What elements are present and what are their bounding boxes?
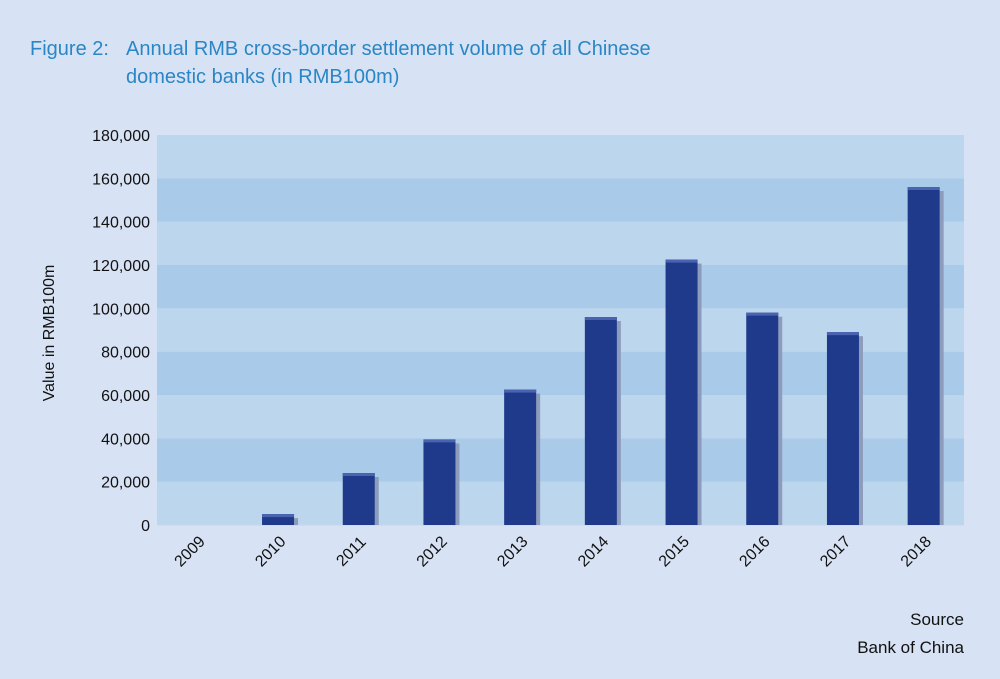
- x-tick-label: 2016: [736, 533, 773, 570]
- source-text: Bank of China: [857, 638, 964, 657]
- y-axis-title: Value in RMB100m: [41, 265, 58, 402]
- grid-band: [157, 221, 964, 265]
- y-tick-label: 140,000: [92, 215, 150, 232]
- x-tick-label: 2015: [656, 533, 693, 570]
- y-tick-label: 80,000: [101, 345, 150, 362]
- bar: [423, 439, 456, 525]
- x-tick-label: 2010: [252, 533, 289, 570]
- y-tick-label: 180,000: [92, 128, 150, 145]
- y-tick-label: 20,000: [101, 475, 150, 492]
- y-tick-label: 120,000: [92, 258, 150, 275]
- x-tick-label: 2012: [414, 533, 451, 570]
- bar: [907, 187, 940, 525]
- x-tick-label: 2011: [333, 534, 369, 570]
- grid-band: [157, 135, 964, 179]
- x-tick-label: 2009: [172, 533, 209, 570]
- bar: [665, 259, 698, 525]
- chart-title: Annual RMB cross-border settlement volum…: [126, 38, 651, 88]
- bar: [746, 312, 779, 525]
- bar-top: [665, 259, 698, 263]
- y-tick-label: 40,000: [101, 431, 150, 448]
- y-tick-label: 160,000: [92, 171, 150, 188]
- bar-series: [262, 187, 944, 525]
- bar: [342, 473, 375, 525]
- bar-top: [907, 187, 940, 190]
- bar-top: [746, 312, 779, 316]
- x-tick-label: 2018: [898, 533, 935, 570]
- bar-top: [342, 473, 375, 476]
- y-axis-ticks: 0 20,000 40,000 60,000 80,000 100,000 120,000 1…: [92, 128, 150, 535]
- source-note: Source Bank of China: [857, 606, 964, 662]
- bar: [826, 332, 859, 525]
- bar-top: [262, 514, 295, 518]
- x-tick-label: 2017: [817, 533, 854, 570]
- y-tick-label: 100,000: [92, 301, 150, 318]
- bar-top: [584, 317, 617, 320]
- y-tick-label: 60,000: [101, 388, 150, 405]
- bar-top: [423, 439, 456, 443]
- bar-top: [826, 332, 859, 336]
- bar-top: [504, 389, 537, 393]
- y-tick-label: 0: [141, 518, 150, 535]
- bar: [262, 514, 295, 525]
- x-tick-label: 2014: [575, 533, 612, 570]
- x-tick-label: 2013: [494, 533, 531, 570]
- grid-band: [157, 178, 964, 222]
- x-axis-ticks: 2009 2010 2011 2012 2013 2014 2015 2016 2017 2018: [172, 533, 936, 570]
- bar: [504, 389, 537, 525]
- source-heading: Source: [910, 610, 964, 629]
- figure-label: Figure 2:: [30, 38, 109, 60]
- bar: [584, 317, 617, 525]
- grid-band: [157, 265, 964, 309]
